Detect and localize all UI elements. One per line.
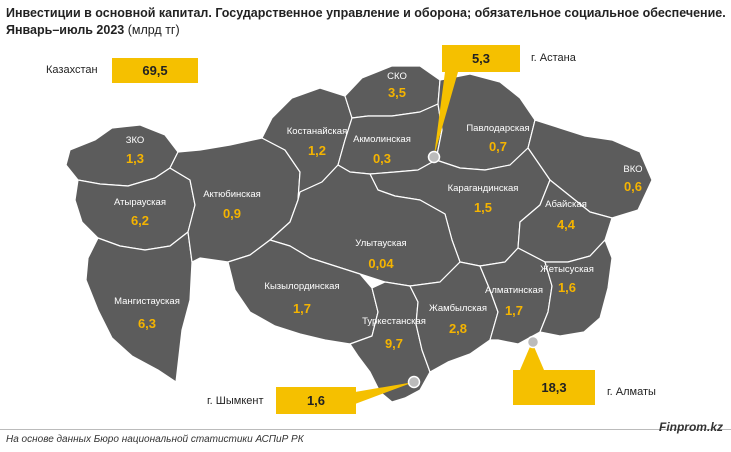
label-zhetysu-name: Жетысуская: [540, 264, 594, 275]
label-abay-value: 4,4: [557, 217, 576, 232]
label-sko-name: СКО: [387, 71, 407, 82]
label-turkestan-value: 9,7: [385, 336, 403, 351]
label-karaganda-name: Карагандинская: [448, 183, 519, 194]
label-kostanay-value: 1,2: [308, 143, 326, 158]
almaty-label: г. Алматы: [607, 386, 656, 398]
label-ulytau-value: 0,04: [368, 256, 394, 271]
title-line-2: Январь–июль 2023: [6, 23, 125, 37]
label-kyzylorda-name: Кызылординская: [264, 281, 339, 292]
brand-logo[interactable]: Finprom.kz: [658, 420, 723, 434]
label-atyrau-value: 6,2: [131, 213, 149, 228]
label-zhambyl-value: 2,8: [449, 321, 467, 336]
label-atyrau-name: Атырауская: [114, 197, 166, 208]
footer-divider: [0, 429, 731, 430]
label-zko-name: ЗКО: [126, 135, 145, 146]
label-mangistau-value: 6,3: [138, 316, 156, 331]
region-zhetysu[interactable]: [539, 239, 613, 337]
label-abay-name: Абайская: [545, 199, 587, 210]
label-zhambyl-name: Жамбылская: [429, 303, 487, 314]
map-title: Инвестиции в основной капитал. Государст…: [6, 5, 726, 39]
label-mangistau-name: Мангистауская: [114, 296, 180, 307]
astana-value-box: 5,3: [442, 45, 520, 72]
label-akmola-name: Акмолинская: [353, 134, 411, 145]
astana-label: г. Астана: [531, 52, 576, 64]
kazakhstan-value-box: 69,5: [112, 58, 198, 83]
label-ulytau-name: Улытауская: [355, 238, 406, 249]
label-pavlodar-value: 0,7: [489, 139, 507, 154]
almaty-pointer: [520, 342, 544, 370]
source-note: На основе данных Бюро национальной стати…: [6, 434, 304, 445]
region-zhambyl[interactable]: [409, 261, 499, 373]
shymkent-label: г. Шымкент: [207, 395, 264, 407]
region-mangistau[interactable]: [85, 231, 193, 383]
label-kostanay-name: Костанайская: [287, 126, 347, 137]
title-unit: (млрд тг): [127, 23, 180, 37]
title-line-1: Инвестиции в основной капитал. Государст…: [6, 6, 726, 20]
label-almaty-reg-value: 1,7: [505, 303, 523, 318]
almaty-marker[interactable]: [526, 335, 540, 349]
shymkent-marker[interactable]: [407, 375, 421, 389]
label-aktobe-name: Актюбинская: [203, 189, 261, 200]
astana-marker[interactable]: [427, 150, 441, 164]
label-sko-value: 3,5: [388, 85, 406, 100]
label-aktobe-value: 0,9: [223, 206, 241, 221]
kazakhstan-label: Казахстан: [46, 64, 98, 76]
astana-pointer: [434, 72, 458, 156]
label-akmola-value: 0,3: [373, 151, 391, 166]
label-zko-value: 1,3: [126, 151, 144, 166]
label-kyzylorda-value: 1,7: [293, 301, 311, 316]
shymkent-pointer: [355, 382, 414, 404]
shymkent-value-box: 1,6: [276, 387, 356, 414]
almaty-value-box: 18,3: [513, 370, 595, 405]
label-zhetysu-value: 1,6: [558, 280, 576, 295]
label-pavlodar-name: Павлодарская: [466, 123, 529, 134]
label-vko-value: 0,6: [624, 179, 642, 194]
region-labels: ЗКО 1,3 Атырауская 6,2 Мангистауская 6,3…: [114, 71, 643, 351]
label-turkestan-name: Туркестанская: [362, 316, 426, 327]
label-karaganda-value: 1,5: [474, 200, 492, 215]
label-vko-name: ВКО: [623, 164, 642, 175]
label-almaty-reg-name: Алматинская: [485, 285, 543, 296]
